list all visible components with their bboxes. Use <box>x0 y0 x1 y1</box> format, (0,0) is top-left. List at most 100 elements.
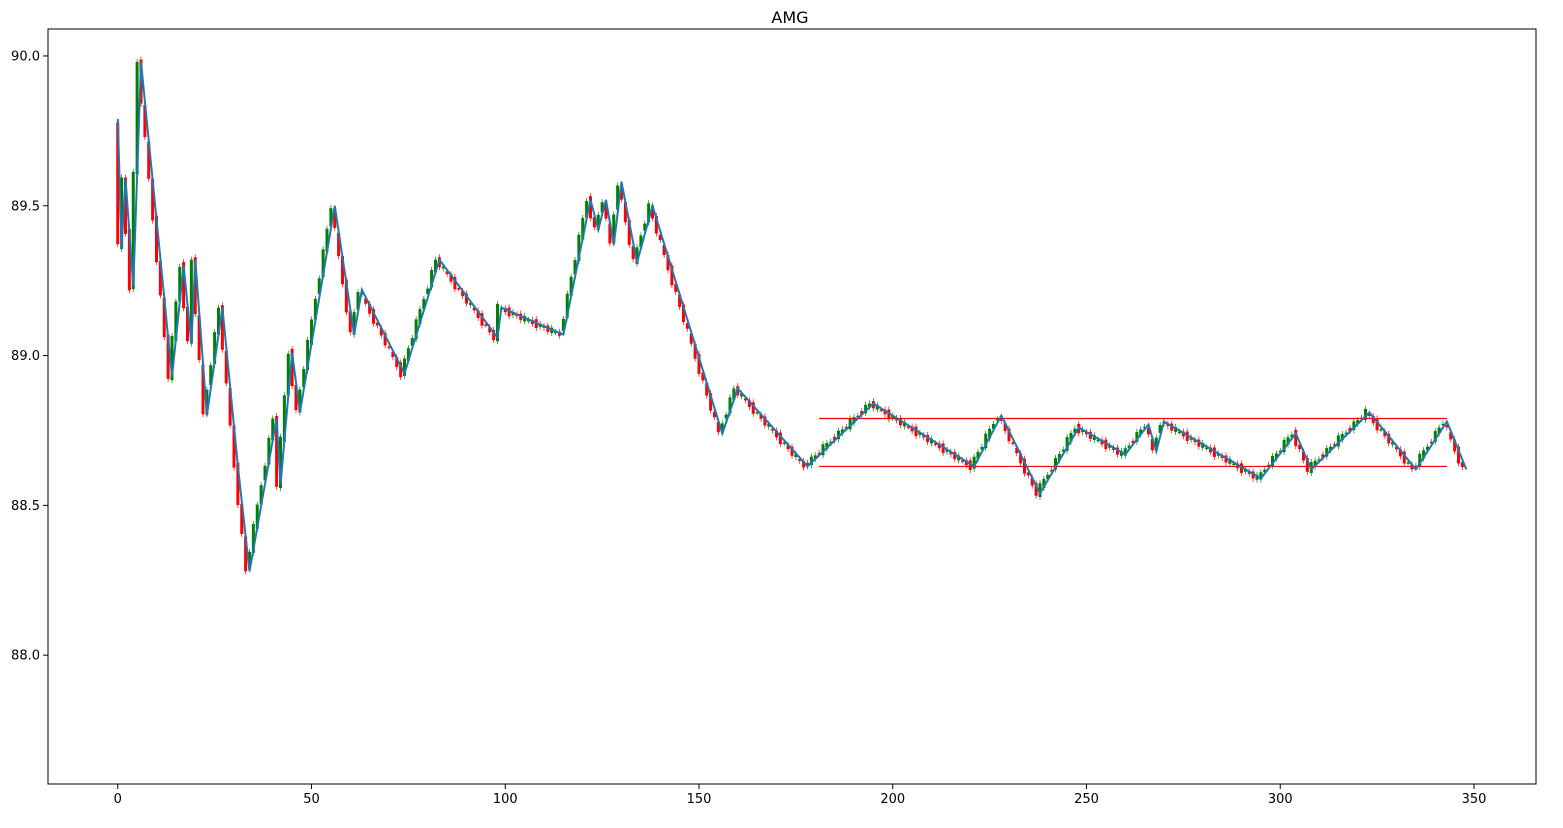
x-tick-label: 300 <box>1268 792 1293 807</box>
candle-down <box>685 323 689 329</box>
candle-down <box>224 350 228 384</box>
candle-down <box>344 279 348 313</box>
candle-down <box>620 184 623 200</box>
candle-down <box>790 446 794 456</box>
candle-up <box>740 393 744 397</box>
candle-down <box>1011 442 1015 444</box>
candle-down <box>155 215 158 263</box>
candle-down <box>747 400 751 408</box>
candle-down <box>879 409 883 412</box>
candle-up <box>825 443 829 450</box>
candle-up <box>635 247 639 264</box>
candle-up <box>131 171 135 290</box>
candle-down <box>1321 454 1325 458</box>
candle-up <box>259 485 263 505</box>
candle-up <box>298 389 302 413</box>
candle-up <box>1356 420 1360 424</box>
candle-up <box>1418 453 1422 468</box>
candle-down <box>220 305 224 350</box>
candle-down <box>682 304 685 323</box>
candle-down <box>627 219 631 245</box>
candle-up <box>317 278 321 295</box>
candle-down <box>604 203 608 219</box>
candle-down <box>449 274 453 282</box>
candle-up <box>1317 459 1321 461</box>
plot-frame <box>47 28 1537 785</box>
candle-down <box>771 428 775 431</box>
candle-up <box>170 335 174 381</box>
candle-up <box>310 319 313 345</box>
candle-down <box>147 141 151 179</box>
candle-up <box>856 415 860 418</box>
candle-down <box>689 333 693 344</box>
candle-down <box>933 443 937 445</box>
candle-up <box>864 404 868 414</box>
candle-down <box>151 178 155 221</box>
candle-down <box>608 223 612 244</box>
candle-down <box>883 409 887 415</box>
candle-up <box>1379 429 1383 431</box>
candle-up <box>325 228 329 252</box>
candle-down <box>817 452 821 455</box>
candle-down <box>1298 444 1302 450</box>
candle-down <box>1402 451 1406 464</box>
candle-down <box>701 372 705 381</box>
candle-down <box>1333 444 1336 446</box>
candle-down <box>368 303 372 314</box>
candle-up <box>767 423 771 427</box>
candle-up <box>1278 450 1282 453</box>
candle-down <box>658 234 662 241</box>
candle-down <box>744 398 747 401</box>
candle-down <box>662 244 666 256</box>
candle-down <box>999 417 1003 421</box>
candle-up <box>891 415 895 419</box>
candle-down <box>143 104 147 138</box>
candle-down <box>193 257 197 315</box>
candle-up <box>988 428 992 439</box>
candle-down <box>1410 464 1414 470</box>
candle-down <box>162 297 166 338</box>
candle-up <box>406 348 410 361</box>
channel-lines <box>819 417 1447 468</box>
candle-down <box>240 503 244 534</box>
candle-down <box>387 346 391 349</box>
candle-down <box>379 327 383 336</box>
candle-up <box>612 214 616 244</box>
candle-up <box>902 421 906 427</box>
candle-down <box>926 434 930 443</box>
x-tick-label: 0 <box>114 792 122 807</box>
candle-up <box>120 177 124 249</box>
candle-up <box>1391 442 1395 445</box>
candle-up <box>1038 483 1042 497</box>
x-tick-label: 100 <box>493 792 518 807</box>
candle-down <box>1100 439 1104 445</box>
candle-up <box>852 417 856 424</box>
candle-down <box>472 307 476 311</box>
candle-up <box>732 388 736 400</box>
candle-down <box>461 290 465 297</box>
candle-down <box>337 232 341 257</box>
x-tick-label: 150 <box>687 792 712 807</box>
candle-up <box>1329 446 1333 451</box>
candle-down <box>899 418 902 426</box>
candle-up <box>1135 432 1139 442</box>
candle-down <box>1375 418 1379 431</box>
candle-down <box>484 324 488 326</box>
candle-up <box>271 418 275 441</box>
candle-down <box>786 444 790 450</box>
candle-down <box>678 294 682 307</box>
candle-down <box>1457 446 1460 464</box>
candle-down <box>697 353 701 374</box>
candle-down <box>806 462 809 467</box>
candle-up <box>1232 463 1236 466</box>
candle-up <box>1426 446 1429 451</box>
candle-up <box>1274 453 1278 459</box>
y-tick-label: 88.5 <box>11 499 40 514</box>
candle-up <box>565 293 569 318</box>
candle-down <box>961 460 964 462</box>
candle-down <box>1026 472 1030 476</box>
candle-up <box>868 403 871 408</box>
candle-down <box>116 122 120 245</box>
candle-down <box>833 436 837 441</box>
candle-up <box>496 304 499 342</box>
